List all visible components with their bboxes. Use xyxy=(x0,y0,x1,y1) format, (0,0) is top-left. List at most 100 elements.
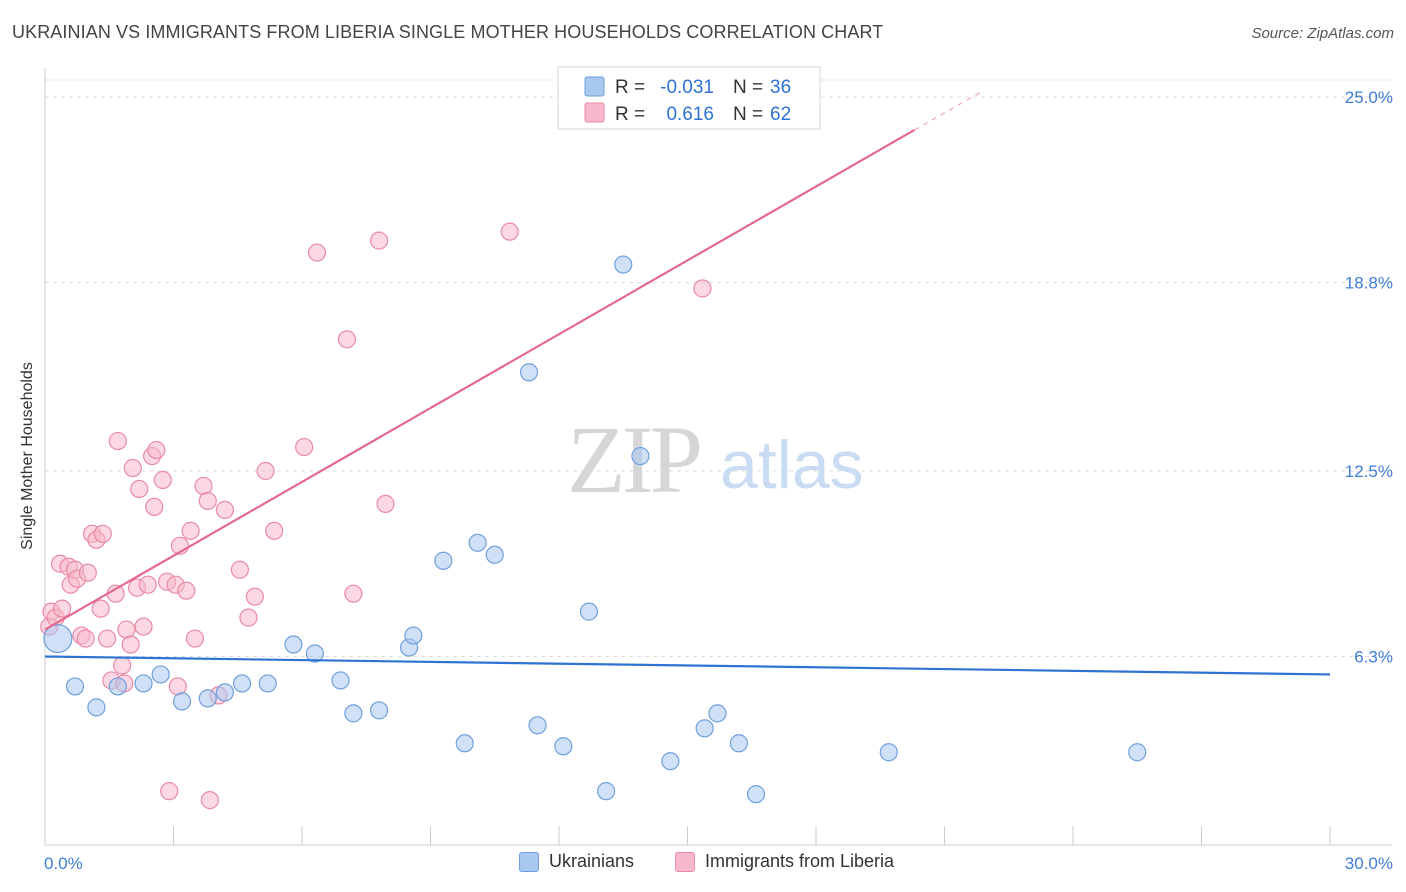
liberia-point xyxy=(370,231,389,250)
liberia-point xyxy=(91,599,110,618)
ukrainian-point xyxy=(631,446,650,466)
liberia-point xyxy=(108,431,127,451)
ukrainian-point xyxy=(661,752,680,771)
liberia-point xyxy=(256,461,275,481)
liberia-point xyxy=(194,476,213,496)
legend-n-value-blue: 36 xyxy=(770,77,791,98)
liberia-point xyxy=(117,620,136,639)
liberia-point xyxy=(93,524,112,543)
liberia-point xyxy=(198,491,217,511)
liberia-point xyxy=(295,437,314,457)
liberia-point xyxy=(121,635,140,654)
ukrainian-point xyxy=(434,551,453,570)
liberia-point xyxy=(76,629,95,648)
legend-item-ukrainians: Ukrainians xyxy=(519,851,634,872)
liberia-point xyxy=(307,243,327,262)
ukrainian-point xyxy=(344,704,363,723)
ukrainian-point xyxy=(284,635,303,654)
liberia-point xyxy=(200,791,220,810)
ukrainian-point xyxy=(708,704,727,723)
liberia-point xyxy=(265,521,284,540)
liberia-point xyxy=(78,563,97,582)
legend-label-liberia: Immigrants from Liberia xyxy=(705,851,895,871)
ukrainian-point xyxy=(729,734,749,753)
ukrainian-point xyxy=(172,692,192,711)
liberia-point xyxy=(98,629,117,648)
source-note: Source: ZipAtlas.com xyxy=(1251,25,1394,42)
ukrainian-point xyxy=(554,737,573,756)
ukrainian-point xyxy=(614,255,633,274)
y-tick-label: 18.8% xyxy=(1345,274,1393,293)
liberia-point xyxy=(134,617,153,636)
x-ticks xyxy=(44,826,1331,845)
ukrainian-point xyxy=(597,782,616,801)
liberia-point xyxy=(147,440,166,460)
ukrainian-point xyxy=(370,701,389,720)
ukrainian-point xyxy=(87,698,106,717)
ukrainian-point xyxy=(232,674,252,693)
liberia-point xyxy=(181,521,200,540)
liberia-point xyxy=(693,279,712,298)
legend-swatch-pink xyxy=(584,102,605,123)
legend-r-value-pink: 0.616 xyxy=(666,104,714,125)
liberia-point xyxy=(53,599,72,618)
ukrainian-point xyxy=(305,644,324,663)
legend-swatch-blue xyxy=(584,76,605,97)
liberia-trend-extension xyxy=(914,90,984,131)
liberia-point xyxy=(230,560,249,579)
liberia-point xyxy=(168,677,187,696)
liberia-point xyxy=(145,497,164,517)
ukrainian-point xyxy=(519,363,539,382)
x-tick-label-min: 0.0% xyxy=(44,854,83,873)
ukrainian-point xyxy=(198,689,217,708)
ukrainian-point xyxy=(528,716,547,735)
liberia-point xyxy=(500,222,519,241)
y-tick-label: 6.3% xyxy=(1354,648,1393,667)
liberia-point xyxy=(239,608,258,627)
liberia-point xyxy=(138,575,157,594)
legend-label-ukrainians: Ukrainians xyxy=(549,851,635,871)
ukrainian-point xyxy=(331,671,350,690)
correlation-legend: R = -0.031 N = 36 R = 0.616 N = 62 xyxy=(557,66,821,130)
ukrainian-point xyxy=(579,602,599,621)
watermark: ZIP atlas xyxy=(567,406,864,513)
liberia-point xyxy=(112,656,132,675)
series-legend: Ukrainians Immigrants from Liberia xyxy=(0,851,1406,877)
watermark-atlas: atlas xyxy=(720,427,864,503)
y-tick-labels: 6.3% 12.5% 18.8% 25.0% xyxy=(1345,88,1393,667)
ukrainian-point xyxy=(879,743,898,762)
legend-item-liberia: Immigrants from Liberia xyxy=(675,851,894,872)
ukrainian-point xyxy=(695,719,714,738)
ukrainian-point xyxy=(1128,743,1147,762)
legend-n-value-pink: 62 xyxy=(770,104,791,125)
axes xyxy=(44,68,1392,846)
liberia-point xyxy=(215,500,234,519)
ukrainian-point xyxy=(468,533,487,552)
legend-r-label-pink: R = xyxy=(615,104,645,125)
liberia-point xyxy=(245,587,264,606)
ukrainian-point xyxy=(215,683,234,702)
y-tick-label: 12.5% xyxy=(1345,462,1393,481)
ukrainian-point xyxy=(746,785,766,804)
chart-title: UKRAINIAN VS IMMIGRANTS FROM LIBERIA SIN… xyxy=(12,22,884,42)
ukrainian-point xyxy=(258,674,277,693)
legend-r-value-blue: -0.031 xyxy=(660,77,714,98)
ukrainian-points xyxy=(43,255,1147,804)
ukrainian-point xyxy=(65,677,85,696)
liberia-point xyxy=(337,330,357,349)
x-tick-label-max: 30.0% xyxy=(1345,854,1393,873)
legend-n-label-pink: N = xyxy=(733,104,763,125)
legend-n-label-blue: N = xyxy=(733,77,763,98)
ukrainian-trend-line xyxy=(44,655,1331,676)
liberia-point xyxy=(160,782,179,801)
ukrainian-point xyxy=(43,623,73,654)
liberia-point xyxy=(177,581,196,600)
liberia-point xyxy=(153,470,172,490)
liberia-point xyxy=(123,458,142,478)
x-tick-labels: 0.0% 30.0% xyxy=(44,854,1393,873)
ukrainian-point xyxy=(404,626,423,645)
ukrainian-point xyxy=(108,677,127,696)
y-tick-label: 25.0% xyxy=(1345,88,1393,107)
ukrainian-point xyxy=(485,545,504,564)
trend-lines xyxy=(44,90,1331,676)
